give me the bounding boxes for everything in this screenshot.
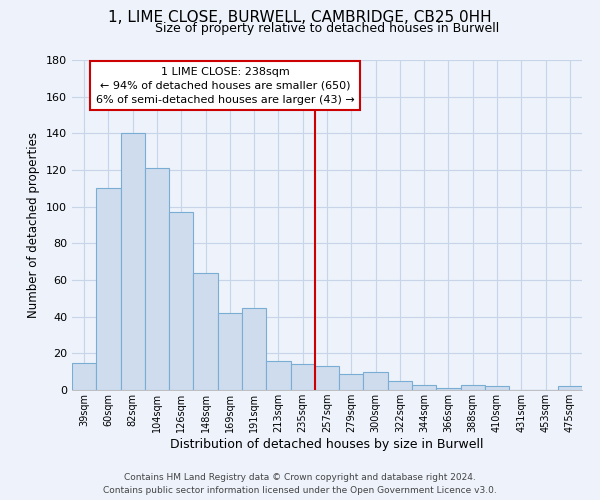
Title: Size of property relative to detached houses in Burwell: Size of property relative to detached ho… (155, 22, 499, 35)
Bar (388, 381, 412, 390)
Y-axis label: Number of detached properties: Number of detached properties (28, 132, 40, 318)
Bar (290, 364, 315, 390)
Bar (315, 366, 339, 390)
X-axis label: Distribution of detached houses by size in Burwell: Distribution of detached houses by size … (170, 438, 484, 451)
Bar (72, 362, 96, 390)
Text: Contains HM Land Registry data © Crown copyright and database right 2024.
Contai: Contains HM Land Registry data © Crown c… (103, 474, 497, 495)
Bar (436, 388, 461, 390)
Bar (96, 188, 121, 390)
Bar (364, 372, 388, 390)
Bar (169, 212, 193, 390)
Bar (339, 374, 364, 390)
Bar (412, 384, 436, 390)
Bar (145, 168, 169, 390)
Bar (193, 272, 218, 390)
Bar (461, 384, 485, 390)
Bar (485, 386, 509, 390)
Bar (121, 134, 145, 390)
Bar (218, 313, 242, 390)
Text: 1, LIME CLOSE, BURWELL, CAMBRIDGE, CB25 0HH: 1, LIME CLOSE, BURWELL, CAMBRIDGE, CB25 … (108, 10, 492, 25)
Bar (266, 360, 290, 390)
Text: 1 LIME CLOSE: 238sqm
← 94% of detached houses are smaller (650)
6% of semi-detac: 1 LIME CLOSE: 238sqm ← 94% of detached h… (95, 66, 355, 104)
Bar (242, 308, 266, 390)
Bar (558, 386, 582, 390)
